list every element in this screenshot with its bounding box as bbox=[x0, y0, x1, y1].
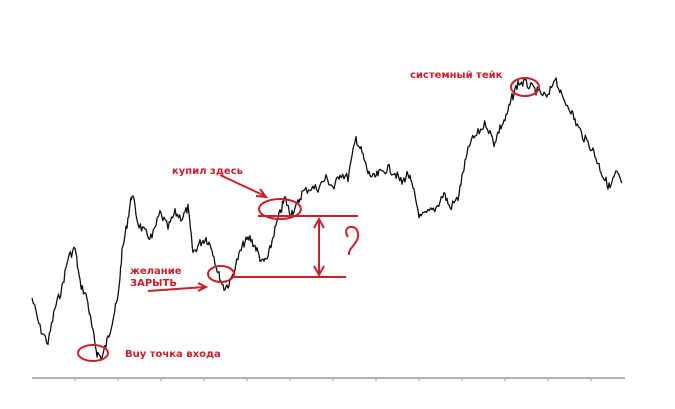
question-mark-drawn bbox=[345, 225, 360, 256]
wish-label-line1: желание bbox=[130, 266, 182, 277]
take-circle bbox=[510, 77, 540, 97]
entry-circle bbox=[77, 344, 109, 362]
bought-label: купил здесь bbox=[172, 166, 243, 177]
x-axis-ticks bbox=[74, 378, 592, 381]
wish-label-line2: ЗАРЫТЬ bbox=[130, 278, 177, 289]
price-series-line bbox=[31, 77, 623, 361]
wish-circle bbox=[207, 265, 235, 283]
buy-circle bbox=[258, 198, 302, 220]
annotation-markings bbox=[77, 77, 540, 362]
buy-arrow bbox=[219, 174, 269, 199]
wish-arrow bbox=[147, 282, 209, 292]
range-arrow-heads bbox=[313, 216, 325, 278]
take-label: системный тейк bbox=[410, 70, 503, 81]
question-label: ? bbox=[346, 252, 348, 265]
entry-label: Buy точка входа bbox=[125, 349, 221, 360]
